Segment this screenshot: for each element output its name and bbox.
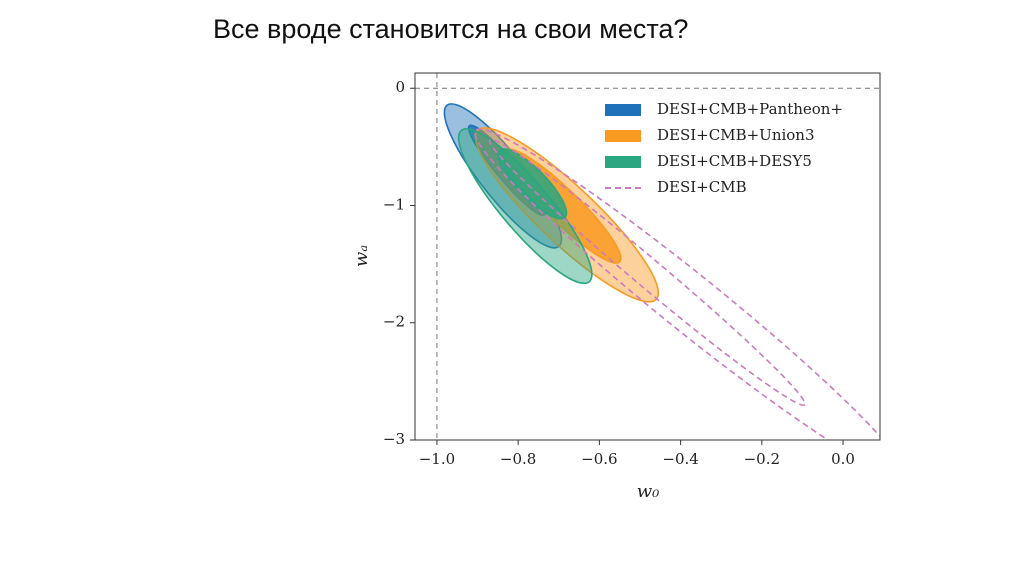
x-tick-label: −0.6	[581, 450, 617, 468]
slide-title: Все вроде становится на свои места?	[213, 14, 689, 44]
y-tick-label: −3	[383, 430, 405, 448]
x-tick-label: −0.4	[662, 450, 698, 468]
legend-label: DESI+CMB+DESY5	[657, 152, 812, 170]
legend-swatch	[605, 104, 641, 116]
y-tick-label: −1	[383, 195, 405, 213]
x-axis-label: w₀	[637, 481, 660, 502]
legend-label: DESI+CMB+Pantheon+	[657, 100, 843, 118]
contour	[488, 138, 806, 407]
legend-label: DESI+CMB+Union3	[657, 126, 815, 144]
x-tick-label: −1.0	[419, 450, 455, 468]
y-axis-label: wₐ	[351, 245, 372, 267]
legend-swatch	[605, 130, 641, 142]
x-tick-label: −0.2	[744, 450, 780, 468]
y-tick-label: −2	[383, 313, 405, 331]
x-tick-label: −0.8	[500, 450, 536, 468]
y-tick-label: 0	[395, 78, 405, 96]
plot-area	[415, 73, 880, 440]
contour	[497, 148, 568, 220]
legend-label: DESI+CMB	[657, 178, 747, 196]
x-tick-label: 0.0	[831, 450, 855, 468]
legend-swatch	[605, 156, 641, 168]
axes-frame	[414, 72, 881, 441]
